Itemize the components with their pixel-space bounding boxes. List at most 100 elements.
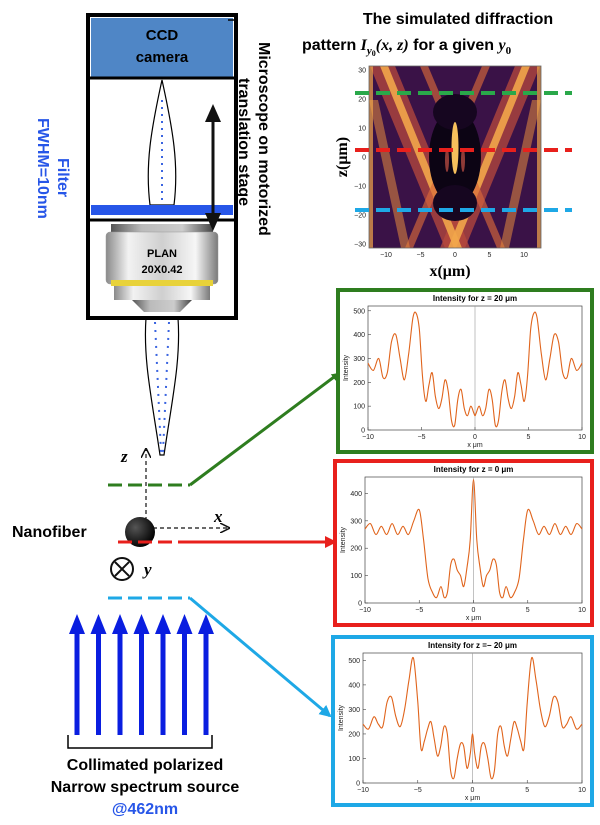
ytick-label: 0 xyxy=(361,428,365,435)
intensity-curve xyxy=(364,479,583,599)
ccd-camera xyxy=(91,18,233,77)
coordinate-axes: z x xyxy=(120,447,228,528)
intensity-curve xyxy=(367,311,583,428)
source-ray-head xyxy=(176,614,193,634)
ytick-label: 100 xyxy=(350,573,362,580)
heatmap-yticks: 30 20 10 0 −10 −20 −30 xyxy=(354,68,366,249)
ytick-label: 400 xyxy=(348,682,360,689)
sim-title-var: y xyxy=(496,37,506,54)
ytick-label: 0 xyxy=(358,601,362,608)
translation-arrow-up-head xyxy=(205,104,221,122)
source-ray-head xyxy=(90,614,107,634)
ytick-label: 200 xyxy=(348,731,360,738)
heatmap-xtick-label: −5 xyxy=(417,252,425,259)
plot-frame-z0 xyxy=(333,459,594,627)
objective-lens: PLAN 20X0.42 xyxy=(105,224,219,312)
plot-xlabel: x μm xyxy=(467,442,482,449)
plot-title: Intensity for z = 20 μm xyxy=(433,294,517,303)
heatmap-xtick-label: −10 xyxy=(380,252,392,259)
y-axis-label: y xyxy=(142,560,152,579)
ytick-label: 300 xyxy=(353,356,365,363)
ytick-label: 100 xyxy=(353,404,365,411)
x-axis-label: x xyxy=(213,507,223,526)
intensity-plot-z20: Intensity for z = 20 μm0100200300400500−… xyxy=(343,294,586,449)
xtick-label: 10 xyxy=(578,607,586,614)
xtick-label: 5 xyxy=(527,434,531,441)
heatmap-ytick-label: 20 xyxy=(358,97,366,104)
source-ray-head xyxy=(69,614,85,634)
sim-title-rest: for a given xyxy=(409,37,499,54)
plot-xlabel: x μm xyxy=(465,795,480,802)
xtick-label: 0 xyxy=(471,787,475,794)
camera-label-2: camera xyxy=(136,49,189,66)
camera-label-1: CCD xyxy=(146,27,179,44)
plot-xlabel: x μm xyxy=(466,615,481,622)
sim-title-line2: pattern Iy0(x, z) for a given y0 xyxy=(302,37,512,58)
xtick-label: 0 xyxy=(472,607,476,614)
heatmap-ytick-label: 0 xyxy=(362,155,366,162)
source-bracket xyxy=(67,735,213,749)
microscope: CCD camera PLAN 20X0.42 xyxy=(86,13,238,456)
translation-stage xyxy=(205,19,237,319)
filter-label-2: FWHM=10nm xyxy=(34,118,51,219)
ytick-label: 400 xyxy=(350,491,362,498)
nanofiber-label: Nanofiber xyxy=(12,524,87,541)
ytick-label: 200 xyxy=(350,546,362,553)
stage-label-1: Microscope on motorized xyxy=(255,42,272,236)
stage-label-2: translation stage xyxy=(235,78,252,206)
plot-title: Intensity for z = 0 μm xyxy=(434,465,514,474)
xtick-label: 5 xyxy=(525,787,529,794)
source-ray-head xyxy=(155,614,171,634)
y-axis-into-page-icon xyxy=(110,557,134,581)
source-arrows xyxy=(69,614,214,735)
lower-light-cone xyxy=(144,317,180,456)
sim-title-formula: I xyxy=(360,37,368,54)
xtick-label: 10 xyxy=(578,787,586,794)
xtick-label: −10 xyxy=(357,787,369,794)
ytick-label: 300 xyxy=(348,707,360,714)
ytick-label: 0 xyxy=(356,781,360,788)
xtick-label: −5 xyxy=(418,434,426,441)
source-label-2: Narrow spectrum source xyxy=(51,779,240,796)
heatmap-xticks: −10 −5 0 5 10 xyxy=(380,252,528,259)
xtick-label: −5 xyxy=(415,607,423,614)
translation-arrow-down-head xyxy=(205,213,221,231)
sim-title-var0: 0 xyxy=(506,45,512,57)
sim-title-sub: y xyxy=(365,45,372,57)
diffraction-heatmap xyxy=(368,65,542,249)
heatmap-xtick-label: 10 xyxy=(520,252,528,259)
plot-frame-z20 xyxy=(336,288,594,454)
source-ray-head xyxy=(198,614,214,634)
intensity-curve xyxy=(362,656,583,780)
heatmap-xlabel: x(μm) xyxy=(429,263,470,280)
ytick-label: 500 xyxy=(353,308,365,315)
sim-title-text: pattern xyxy=(302,37,361,54)
xtick-label: −10 xyxy=(362,434,374,441)
z-axis-label: z xyxy=(120,447,128,466)
heatmap-ytick-label: −20 xyxy=(354,213,366,220)
sim-title-args: (x, z) xyxy=(376,37,409,54)
heatmap-ylabel: z(μm) xyxy=(334,137,351,177)
source-ray-head xyxy=(133,614,150,634)
nanofiber xyxy=(125,517,155,547)
heatmap-xtick-label: 0 xyxy=(453,252,457,259)
filter-bar xyxy=(91,205,233,215)
ytick-label: 400 xyxy=(353,332,365,339)
heatmap-xtick-label: 5 xyxy=(488,252,492,259)
filter-label-1: Filter xyxy=(54,158,71,197)
heatmap-ytick-label: 10 xyxy=(358,126,366,133)
stage-bracket xyxy=(228,19,237,319)
plot-title: Intensity for z =− 20 μm xyxy=(428,641,517,650)
sim-title-sub0: 0 xyxy=(372,49,376,58)
xtick-label: 0 xyxy=(473,434,477,441)
xtick-label: 10 xyxy=(578,434,586,441)
xtick-label: 5 xyxy=(526,607,530,614)
source-ray-head xyxy=(112,614,128,634)
ytick-label: 300 xyxy=(350,518,362,525)
ytick-label: 100 xyxy=(348,756,360,763)
objective-label-1: PLAN xyxy=(147,248,177,260)
sim-title-line1: The simulated diffraction xyxy=(363,11,553,28)
green-connector xyxy=(189,372,340,487)
intensity-plot-zm20: Intensity for z =− 20 μm0100200300400500… xyxy=(338,641,586,802)
